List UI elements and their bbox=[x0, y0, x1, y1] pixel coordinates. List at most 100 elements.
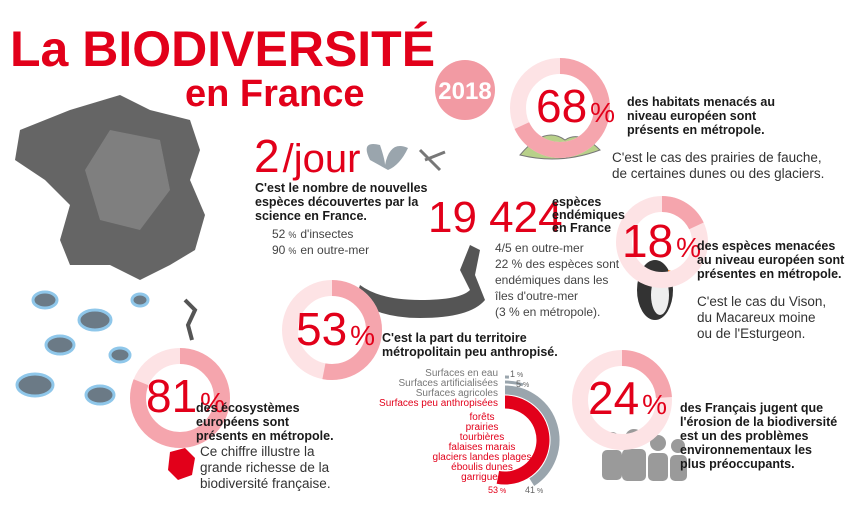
discovery-number: 2/jour bbox=[254, 130, 360, 182]
stat-text: au niveau européen sont bbox=[697, 253, 845, 267]
stat-text: des espèces menacées bbox=[697, 239, 835, 253]
endemic-detail: 4/5 en outre-mer bbox=[495, 241, 584, 255]
stat-number: 18% bbox=[622, 215, 701, 267]
endemic-detail: (3 % en métropole). bbox=[495, 305, 600, 319]
detail-unit: % bbox=[288, 230, 296, 240]
stat-text: C'est la part du territoire bbox=[382, 331, 527, 345]
land-use-sub-item: éboulis dunes bbox=[451, 462, 513, 473]
ring-arc bbox=[282, 280, 382, 380]
stat-text: présentes en métropole. bbox=[697, 267, 842, 281]
endemic-label: endémiques bbox=[552, 208, 625, 222]
endemic-detail: 22 % des espèces sont bbox=[495, 257, 620, 271]
ring-arc bbox=[130, 348, 230, 448]
stat-text: des Français jugent que bbox=[680, 401, 823, 415]
land-use-number: 53 bbox=[488, 485, 498, 495]
land-use-value: 5% bbox=[516, 379, 529, 389]
land-use-value: 41% bbox=[525, 485, 543, 495]
land-use-number: 5 bbox=[516, 379, 521, 389]
land-use-label: Surfaces agricoles bbox=[416, 388, 498, 399]
stat-number: 81% bbox=[146, 370, 225, 422]
number-value: 53 bbox=[296, 303, 347, 355]
land-use-arc bbox=[504, 380, 524, 387]
number-value: 24 bbox=[588, 372, 639, 424]
detail-label: d'insectes bbox=[300, 227, 353, 241]
land-use-number: 1 bbox=[510, 369, 515, 379]
discovery-text: C'est le nombre de nouvelles bbox=[255, 181, 428, 195]
year: 2018 bbox=[438, 78, 491, 105]
overseas-islands bbox=[15, 290, 150, 406]
stat-note: C'est le cas du Vison, bbox=[697, 294, 826, 309]
land-use-label: Surfaces en eau bbox=[425, 368, 498, 379]
land-use-label: Surfaces artificialisées bbox=[399, 378, 498, 389]
ring-arc bbox=[616, 196, 708, 288]
stat-note: C'est le cas des prairies de fauche, bbox=[612, 150, 822, 165]
stat-text: des écosystèmes bbox=[196, 401, 300, 415]
stat-text: présents en métropole. bbox=[627, 123, 765, 137]
stat-text: des habitats menacés au bbox=[627, 95, 775, 109]
number-value: 2 bbox=[254, 130, 280, 182]
number-value: 81 bbox=[146, 370, 197, 422]
year-badge bbox=[435, 60, 495, 120]
endemic-detail: endémiques dans les bbox=[495, 273, 608, 287]
france-illustration bbox=[15, 95, 205, 341]
stat-note: grande richesse de la bbox=[200, 460, 330, 475]
land-use-sub-item: garrigues bbox=[461, 472, 503, 483]
stat-text: métropolitain peu anthropisé. bbox=[382, 345, 558, 359]
land-use-value: 53% bbox=[488, 485, 506, 495]
subtitle: en France bbox=[185, 73, 365, 115]
number-unit: % bbox=[590, 97, 615, 128]
detail-value: 52 bbox=[272, 227, 286, 241]
land-use-sub-item: glaciers landes plages bbox=[433, 452, 532, 463]
land-use-sub-item: falaises marais bbox=[449, 442, 516, 453]
endemic-label: en France bbox=[552, 221, 611, 235]
stat-note: de certaines dunes ou des glaciers. bbox=[612, 166, 824, 181]
title: La BIODIVERSITÉ bbox=[10, 21, 435, 77]
stat-note: Ce chiffre illustre la bbox=[200, 444, 315, 459]
stat-note: du Macareux moine bbox=[697, 310, 816, 325]
detail-unit: % bbox=[288, 246, 296, 256]
france-mini-map bbox=[168, 448, 195, 480]
land-use-sub-item: forêts bbox=[469, 412, 494, 423]
insect-icons bbox=[366, 144, 446, 172]
land-use-unit: % bbox=[523, 382, 529, 389]
discovery-detail: 52% d'insectes bbox=[272, 227, 353, 241]
number-value: 18 bbox=[622, 215, 673, 267]
number-unit: % bbox=[642, 389, 667, 420]
detail-label: en outre-mer bbox=[300, 243, 369, 257]
ring-arc bbox=[510, 58, 610, 158]
stat-text: plus préoccupants. bbox=[680, 457, 795, 471]
land-use-arc bbox=[496, 395, 550, 485]
land-use-sub-item: tourbières bbox=[460, 432, 504, 443]
number-unit: % bbox=[200, 387, 225, 418]
number-unit: % bbox=[676, 232, 701, 263]
stat-number: 53% bbox=[296, 303, 375, 355]
number-unit: /jour bbox=[283, 137, 361, 181]
land-use-unit: % bbox=[517, 372, 523, 379]
stat-text: l'érosion de la biodiversité bbox=[680, 415, 837, 429]
stat-text: présents en métropole. bbox=[196, 429, 334, 443]
land-use-sub-item: prairies bbox=[466, 422, 499, 433]
lizard-illustration bbox=[355, 245, 485, 318]
detail-value: 90 bbox=[272, 243, 286, 257]
discovery-text: espèces découvertes par la bbox=[255, 195, 419, 209]
stat-text: environnementaux les bbox=[680, 443, 812, 457]
stat-note: ou de l'Esturgeon. bbox=[697, 326, 805, 341]
stat-text: européens sont bbox=[196, 415, 290, 429]
ring-arc bbox=[572, 350, 672, 450]
stat-text: niveau européen sont bbox=[627, 109, 757, 123]
stat-number: 68% bbox=[536, 80, 615, 132]
discovery-detail: 90% en outre-mer bbox=[272, 243, 369, 257]
land-use-number: 41 bbox=[525, 485, 535, 495]
land-use-unit: % bbox=[500, 488, 506, 495]
stat-number: 24% bbox=[588, 372, 667, 424]
discovery-text: science en France. bbox=[255, 209, 367, 223]
land-use-label: Surfaces peu anthropisées bbox=[379, 398, 498, 409]
land-use-unit: % bbox=[537, 488, 543, 495]
stat-text: est un des problèmes bbox=[680, 429, 809, 443]
endemic-number: 19 424 bbox=[428, 193, 563, 242]
land-use-value: 1% bbox=[510, 369, 523, 379]
number-value: 68 bbox=[536, 80, 587, 132]
stat-note: biodiversité française. bbox=[200, 476, 331, 491]
land-use-arc bbox=[504, 385, 560, 487]
